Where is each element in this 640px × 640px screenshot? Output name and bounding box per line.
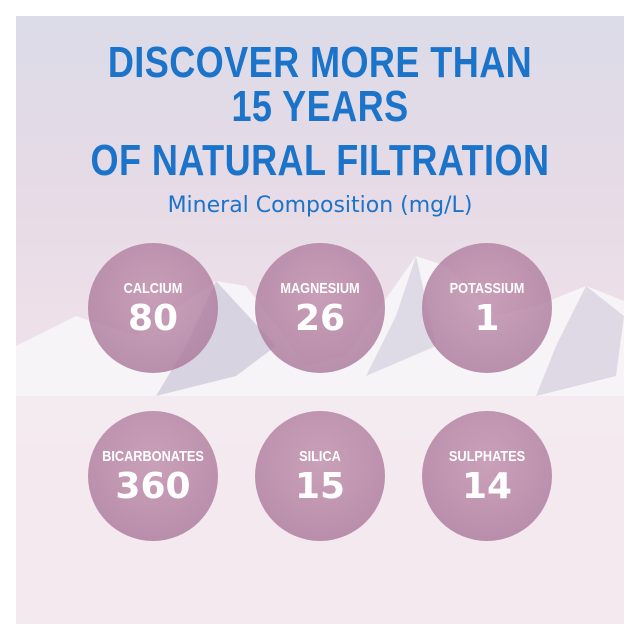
headline-line-3: OF NATURAL FILTRATION <box>90 136 550 185</box>
mineral-sulphates: SULPHATES 14 <box>422 411 552 541</box>
mineral-potassium: POTASSIUM 1 <box>422 243 552 373</box>
mineral-label: POTASSIUM <box>449 280 525 297</box>
mineral-value: 14 <box>461 466 513 507</box>
mineral-bicarbonates: BICARBONATES 360 <box>88 411 218 541</box>
mineral-label: CALCIUM <box>123 280 183 297</box>
mineral-label: SILICA <box>299 448 341 465</box>
mineral-magnesium: MAGNESIUM 26 <box>255 243 385 373</box>
mountain-shadow-right <box>366 256 436 376</box>
headline-line-2: 15 YEARS <box>231 82 409 131</box>
subtitle: Mineral Composition (mg/L) <box>167 193 473 218</box>
mineral-label: SULPHATES <box>448 448 526 465</box>
mineral-value: 80 <box>127 298 179 339</box>
mountain-shadow <box>156 281 276 396</box>
mineral-value: 15 <box>294 466 346 507</box>
mineral-calcium: CALCIUM 80 <box>88 243 218 373</box>
mineral-silica: SILICA 15 <box>255 411 385 541</box>
mineral-label: BICARBONATES <box>102 448 204 465</box>
mineral-value: 360 <box>115 466 191 507</box>
mineral-value: 26 <box>294 298 346 339</box>
mineral-value: 1 <box>474 298 500 339</box>
headline-line-1: DISCOVER MORE THAN <box>107 38 533 87</box>
mineral-label: MAGNESIUM <box>280 280 360 297</box>
mountain-shadow-far <box>536 286 624 396</box>
